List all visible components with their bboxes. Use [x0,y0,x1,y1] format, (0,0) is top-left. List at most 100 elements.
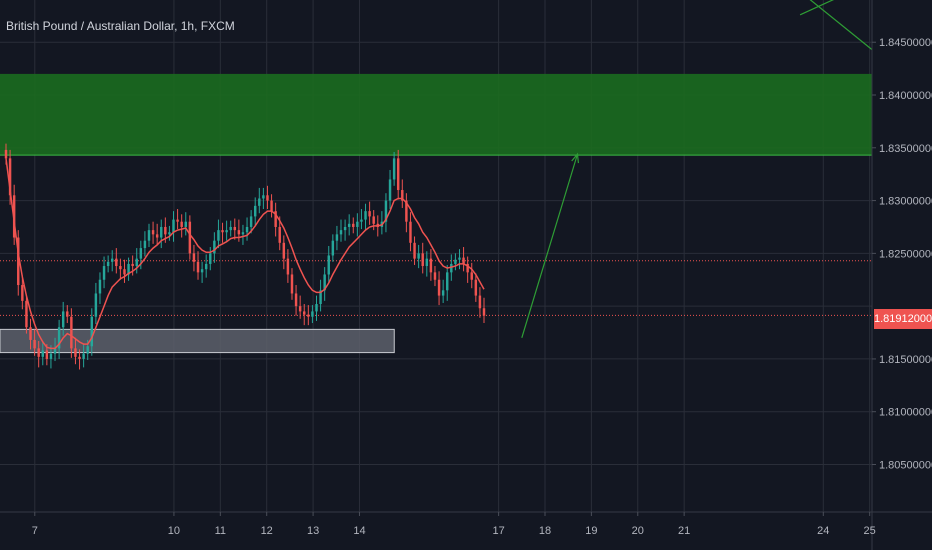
x-tick-label: 7 [32,525,38,537]
candle-body [139,248,143,259]
candle-body [409,221,412,243]
candle-body [237,230,241,235]
candle-body [384,200,388,222]
candle-body [110,258,114,262]
candle-body [119,266,122,270]
candle-body [164,226,167,235]
candle-body [45,350,49,359]
x-tick-label: 11 [215,525,226,537]
candle-body [270,200,273,212]
x-tick-label: 10 [168,525,180,537]
zones [0,73,872,354]
candle-body [70,316,73,349]
candle-body [290,274,294,294]
candle-body [417,253,420,259]
candle-body [249,216,253,227]
candle-body [160,226,163,238]
x-tick-label: 18 [539,525,551,537]
candle-body [298,306,302,312]
demand-zone [0,328,395,354]
candle-body [131,263,134,267]
x-tick-label: 19 [585,525,597,537]
chart-title: British Pound / Australian Dollar, 1h, F… [6,19,235,33]
candle-body [25,300,28,328]
trend-line [809,0,873,51]
candle-body [315,304,318,312]
x-tick-label: 20 [632,525,644,537]
candle-body [102,266,106,280]
candle-body [213,240,216,254]
x-tick-label: 12 [261,525,273,537]
candle-body [209,253,212,264]
candle-body [262,195,265,199]
candle-body [258,198,261,206]
candle-body [478,295,482,309]
candle-body [303,311,306,315]
candle-body [462,257,465,264]
candle-body [225,230,228,233]
candle-body [168,232,171,235]
trend-line [799,0,835,16]
candle-body [82,353,85,359]
candle-body [147,230,151,241]
candle-body [151,230,155,235]
candle-body [200,269,204,273]
candle-body [356,221,359,227]
x-tick-label: 17 [492,525,504,537]
candle-body [294,293,298,307]
candle-body [98,279,102,294]
candle-body [135,258,138,267]
candle-body [441,290,445,296]
candle-body [221,230,224,233]
candle-body [454,259,457,264]
candle-body [78,356,81,359]
candle-body [74,348,77,357]
projection-arrow-head [571,152,580,164]
candle-body [4,149,8,159]
candle-body [466,263,469,273]
candle-body [86,346,89,354]
x-tick-label: 25 [864,525,876,537]
candle-body [286,258,290,275]
candle-body [17,237,20,286]
y-tick-label: 1.83000000 [879,196,932,208]
candle-body [123,269,126,275]
ma-line [5,158,485,350]
candle-body [331,240,335,256]
candle-body [425,258,429,267]
candle-body [188,221,192,254]
candle-body [474,279,478,296]
candle-body [458,257,461,260]
candle-body [482,308,486,316]
candle-body [401,190,404,201]
candle-body [429,258,433,273]
drawings[interactable] [521,0,873,338]
y-tick-label: 1.84000000 [879,90,932,102]
y-tick-label: 1.84500000 [879,37,932,49]
candle-body [446,272,449,291]
candle-body [368,211,371,217]
candle-body [360,219,363,222]
candle-body [421,253,424,267]
current-price-tag: 1.81912000 [874,309,932,329]
candle-body [241,232,245,235]
x-tick-label: 14 [353,525,365,537]
candle-body [172,219,175,233]
candle-body [233,226,237,231]
candle-body [245,226,249,233]
x-tick-label: 21 [678,525,690,537]
candle-body [388,179,392,201]
candle-body [335,234,339,241]
candle-body [282,242,286,259]
candle-body [364,211,367,220]
candle-body [229,226,232,231]
candle-body [266,195,269,201]
candle-body [106,261,110,267]
y-tick-label: 1.81500000 [879,354,932,366]
price-levels [0,260,872,316]
y-tick-label: 1.81000000 [879,407,932,419]
candle-body [29,327,32,340]
candle-body [433,272,437,280]
candle-body [8,158,12,196]
